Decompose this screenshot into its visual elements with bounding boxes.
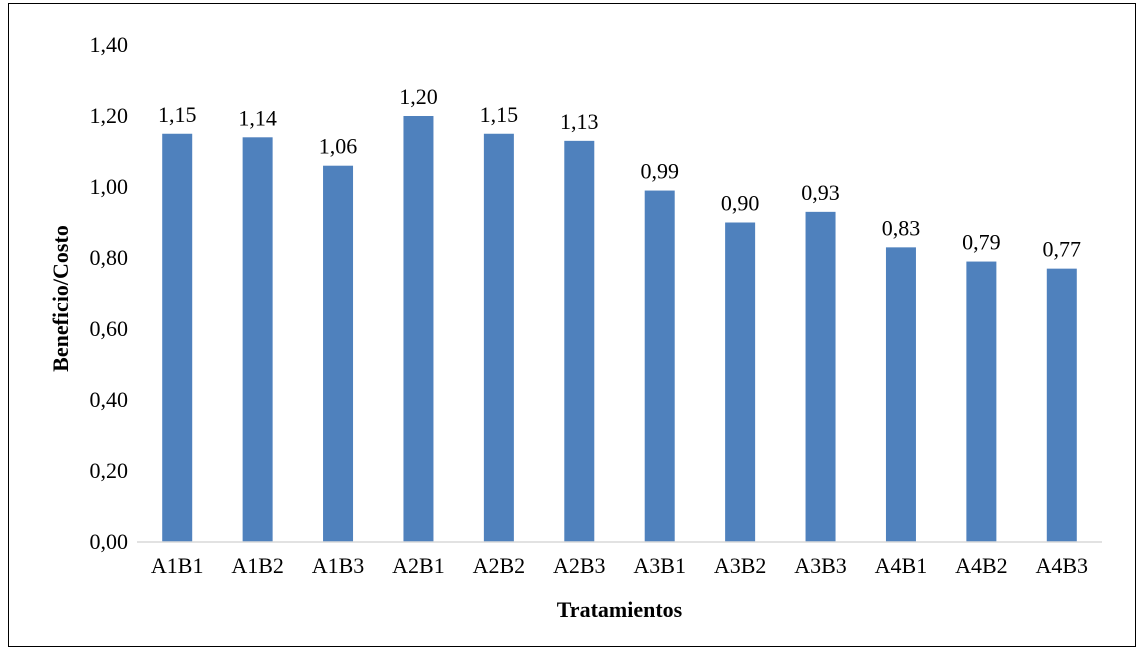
bar (162, 133, 193, 542)
x-tick-label: A1B3 (312, 553, 365, 578)
x-tick-label: A2B2 (473, 553, 526, 578)
data-label: 0,83 (882, 215, 921, 240)
x-axis-title: Tratamientos (557, 597, 683, 622)
data-label: 0,90 (721, 191, 760, 216)
bars (162, 116, 1077, 543)
bar (725, 222, 756, 542)
data-label: 1,15 (158, 102, 197, 127)
x-tick-label: A2B3 (553, 553, 606, 578)
y-tick-label: 0,40 (90, 387, 129, 412)
y-axis-title: Beneficio/Costo (48, 225, 73, 372)
bar (966, 261, 997, 542)
bar (1046, 268, 1077, 542)
data-label: 1,20 (399, 84, 438, 109)
bar (885, 247, 916, 542)
bar (644, 190, 675, 543)
data-label: 0,93 (801, 180, 840, 205)
y-tick-label: 1,40 (90, 32, 129, 57)
x-tick-label: A4B2 (955, 553, 1008, 578)
bar (564, 140, 595, 542)
x-axis-ticks: A1B1 A1B2 A1B3 A2B1 A2B2 A2B3 A3B1 A3B2 A3B3 A4B1… (151, 553, 1088, 578)
y-tick-label: 0,60 (90, 316, 129, 341)
data-label: 1,13 (560, 109, 599, 134)
y-tick-label: 1,00 (90, 174, 129, 199)
x-tick-label: A2B1 (392, 553, 445, 578)
y-tick-label: 0,80 (90, 245, 129, 270)
y-tick-label: 1,20 (90, 103, 129, 128)
x-tick-label: A1B2 (231, 553, 284, 578)
data-label: 0,99 (640, 159, 679, 184)
x-tick-label: A3B1 (633, 553, 686, 578)
y-tick-label: 0,00 (90, 529, 129, 554)
data-label: 1,14 (238, 105, 277, 130)
y-tick-label: 0,20 (90, 458, 129, 483)
x-tick-label: A3B2 (714, 553, 767, 578)
data-labels: 1,15 1,14 1,06 1,20 1,15 1,13 0,99 0,90 0,93 0,83… (158, 84, 1081, 262)
data-label: 1,06 (319, 134, 358, 159)
bar (805, 211, 836, 542)
bar (483, 133, 514, 542)
data-label: 0,79 (962, 230, 1001, 255)
x-tick-label: A4B1 (875, 553, 928, 578)
x-tick-label: A3B3 (794, 553, 847, 578)
bar (242, 137, 273, 543)
data-label: 0,77 (1043, 237, 1082, 262)
bar (403, 116, 434, 542)
x-tick-label: A1B1 (151, 553, 204, 578)
y-axis-ticks: 0,00 0,20 0,40 0,60 0,80 1,00 1,20 1,40 (90, 32, 129, 554)
x-tick-label: A4B3 (1036, 553, 1089, 578)
bar (323, 165, 354, 542)
data-label: 1,15 (480, 102, 519, 127)
